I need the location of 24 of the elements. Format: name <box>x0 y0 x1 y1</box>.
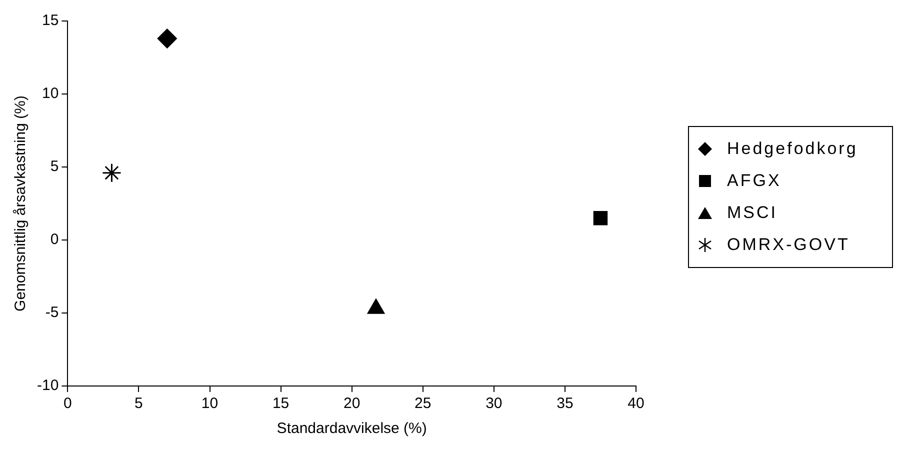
x-tick-label: 30 <box>486 395 502 412</box>
x-tick-label: 40 <box>628 395 644 412</box>
legend-label: AFGX <box>727 171 782 191</box>
y-tick-label: -5 <box>45 304 59 322</box>
legend-label: OMRX-GOVT <box>727 235 850 255</box>
y-tick-label: 10 <box>42 85 59 102</box>
y-axis-title: Genomsnittlig årsavkastning (%) <box>12 96 30 312</box>
x-tick-label: 35 <box>556 395 574 412</box>
y-tick-label: -10 <box>36 377 59 394</box>
x-tick-label: 20 <box>343 395 360 412</box>
x-tick-label: 15 <box>272 395 290 412</box>
point <box>157 28 177 48</box>
legend-label: Hedgefodkorg <box>727 139 858 159</box>
point <box>593 210 608 226</box>
legend-label: MSCI <box>727 203 778 223</box>
x-tick-label: 10 <box>201 395 218 412</box>
y-tick-label: 0 <box>50 231 59 248</box>
x-tick-label: 0 <box>64 395 72 412</box>
y-tick-label: 15 <box>42 12 59 30</box>
x-tick-label: 5 <box>134 395 143 412</box>
point <box>102 163 122 183</box>
x-axis-title: Standardavvikelse (%) <box>276 420 427 438</box>
y-tick-label: 5 <box>50 158 59 176</box>
x-tick-label: 25 <box>414 395 432 412</box>
